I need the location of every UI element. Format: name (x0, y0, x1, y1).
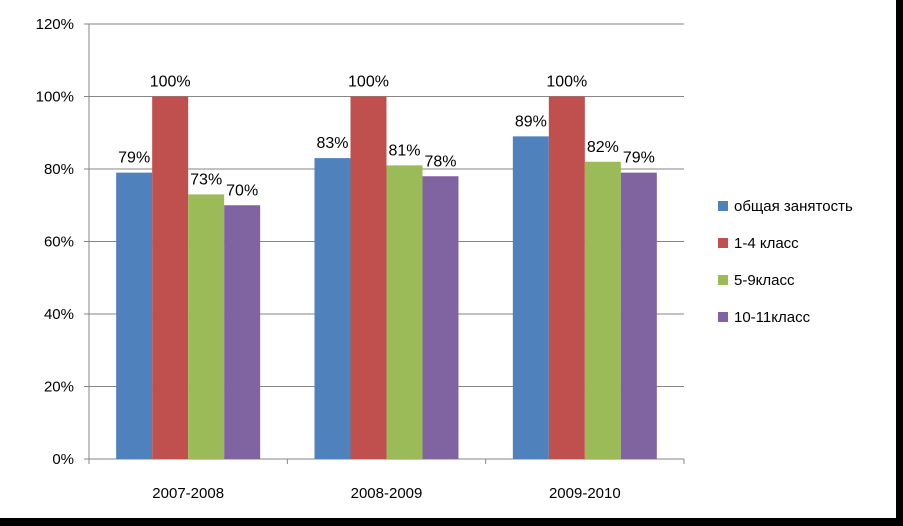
data-label: 78% (424, 153, 456, 170)
y-tick-label: 60% (44, 234, 74, 251)
data-label: 89% (515, 113, 547, 130)
bar (386, 165, 423, 459)
bar (422, 176, 459, 459)
x-tick-label: 2007-2008 (152, 485, 224, 502)
legend-label: общая занятость (734, 198, 853, 215)
data-labels: 79% 83% 89% 100% 100% 100% 73% 81% 82% 70% 78% 79% (118, 74, 655, 200)
y-tick-label: 100% (36, 89, 74, 106)
legend-label: 5-9класс (734, 272, 795, 289)
bar (350, 96, 387, 459)
legend-swatch (718, 275, 728, 285)
data-label: 70% (226, 182, 258, 199)
y-tick-label: 40% (44, 306, 74, 323)
legend-swatch (718, 201, 728, 211)
data-label: 73% (190, 171, 222, 188)
bar (188, 194, 225, 459)
bar (152, 96, 189, 459)
legend: общая занятость 1-4 класс 5-9класс 10-11кла… (718, 198, 853, 326)
x-tick-label: 2008-2009 (351, 485, 423, 502)
y-tick-label: 120% (36, 16, 74, 33)
bar (584, 161, 621, 459)
legend-label: 10-11класс (734, 309, 811, 326)
bar (224, 205, 261, 459)
y-tick-label: 80% (44, 161, 74, 178)
data-label: 100% (546, 74, 587, 91)
legend-swatch (718, 238, 728, 248)
data-label: 100% (348, 74, 389, 91)
y-tick-label: 0% (52, 451, 74, 468)
chart-frame: 0% 20% 40% 60% 80% 100% 120% 2007-2008 2008-2009… (0, 0, 896, 518)
bar (620, 172, 657, 459)
y-tick-label: 20% (44, 379, 74, 396)
legend-swatch (718, 312, 728, 322)
bars (116, 96, 657, 459)
bar (116, 172, 153, 459)
bar (314, 158, 351, 459)
data-label: 79% (118, 150, 150, 167)
data-label: 83% (316, 135, 348, 152)
data-label: 100% (150, 74, 191, 91)
data-label: 79% (623, 150, 655, 167)
legend-label: 1-4 класс (734, 235, 799, 252)
bar (512, 136, 549, 459)
bar (548, 96, 585, 459)
data-label: 81% (388, 142, 420, 159)
data-label: 82% (587, 139, 619, 156)
bar-chart: 0% 20% 40% 60% 80% 100% 120% 2007-2008 2008-2009… (36, 16, 853, 502)
x-tick-label: 2009-2010 (549, 485, 621, 502)
